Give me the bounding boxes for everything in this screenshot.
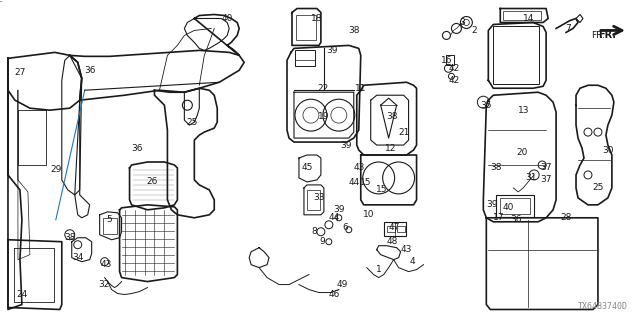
- Text: 5: 5: [107, 215, 113, 224]
- Bar: [447, 55, 454, 65]
- Text: 47: 47: [389, 223, 401, 232]
- Text: 45: 45: [301, 164, 312, 172]
- Text: 42: 42: [449, 64, 460, 73]
- Text: 17: 17: [493, 213, 504, 222]
- Text: 37: 37: [540, 164, 552, 172]
- Text: 38: 38: [386, 112, 397, 121]
- Text: 15: 15: [360, 179, 371, 188]
- Text: TX64B3740D: TX64B3740D: [578, 302, 628, 311]
- Text: 38: 38: [490, 164, 502, 172]
- Text: 10: 10: [363, 210, 374, 219]
- Text: 44: 44: [328, 213, 339, 222]
- Text: 42: 42: [449, 76, 460, 85]
- Text: 33: 33: [313, 193, 324, 202]
- Text: 16: 16: [441, 56, 452, 65]
- Bar: [18, 110, 46, 165]
- Text: 29: 29: [50, 165, 61, 174]
- Text: 43: 43: [101, 260, 112, 269]
- Text: 20: 20: [516, 148, 528, 156]
- Text: 35: 35: [481, 101, 492, 110]
- Text: 24: 24: [16, 290, 28, 299]
- Text: 11: 11: [355, 84, 367, 93]
- Text: 4: 4: [410, 257, 415, 266]
- Text: 37: 37: [540, 175, 552, 184]
- Text: 36: 36: [132, 144, 143, 153]
- Text: 9: 9: [319, 237, 324, 246]
- Text: 25: 25: [187, 118, 198, 127]
- Text: 36: 36: [511, 215, 522, 224]
- Text: 39: 39: [326, 46, 338, 55]
- Bar: [102, 218, 116, 234]
- Text: 40: 40: [221, 14, 233, 23]
- Text: 18: 18: [311, 14, 323, 23]
- Bar: [295, 50, 315, 66]
- Text: 40: 40: [502, 203, 514, 212]
- Text: 22: 22: [317, 84, 328, 93]
- Text: 21: 21: [398, 128, 410, 137]
- Text: 48: 48: [387, 237, 398, 246]
- Text: 39: 39: [486, 200, 498, 209]
- Text: 36: 36: [84, 66, 95, 75]
- Text: 28: 28: [561, 213, 572, 222]
- Text: 27: 27: [14, 68, 26, 77]
- Text: 1: 1: [376, 265, 381, 274]
- Text: 3: 3: [460, 18, 465, 27]
- Text: 46: 46: [328, 290, 340, 299]
- Text: FR.: FR.: [598, 30, 616, 40]
- Text: 12: 12: [385, 144, 396, 153]
- Text: 25: 25: [592, 183, 604, 192]
- Text: 39: 39: [340, 140, 351, 149]
- Text: 44: 44: [348, 179, 360, 188]
- Text: FR.: FR.: [591, 31, 605, 40]
- Text: 26: 26: [147, 177, 158, 187]
- Text: 30: 30: [602, 146, 614, 155]
- Bar: [500, 198, 530, 214]
- Text: 43: 43: [401, 245, 412, 254]
- Bar: [307, 190, 320, 210]
- Text: 49: 49: [336, 280, 348, 289]
- Text: 32: 32: [98, 280, 109, 289]
- Text: 19: 19: [318, 112, 330, 121]
- Text: 14: 14: [522, 14, 534, 23]
- Text: 8: 8: [311, 227, 317, 236]
- Bar: [496, 195, 534, 217]
- Text: 2: 2: [472, 26, 477, 35]
- Bar: [296, 14, 316, 40]
- Text: 38: 38: [348, 26, 360, 35]
- Text: 38: 38: [64, 233, 76, 242]
- Text: 43: 43: [353, 164, 364, 172]
- Text: 31: 31: [525, 173, 537, 182]
- Text: 39: 39: [333, 205, 344, 214]
- Text: 15: 15: [376, 185, 387, 194]
- Bar: [387, 226, 395, 232]
- Bar: [503, 11, 541, 20]
- Text: 7: 7: [565, 24, 571, 33]
- Bar: [397, 226, 404, 232]
- Bar: [383, 222, 406, 236]
- Text: 34: 34: [72, 253, 83, 262]
- Bar: [493, 27, 539, 84]
- Text: 6: 6: [342, 223, 348, 232]
- Text: 13: 13: [518, 106, 530, 115]
